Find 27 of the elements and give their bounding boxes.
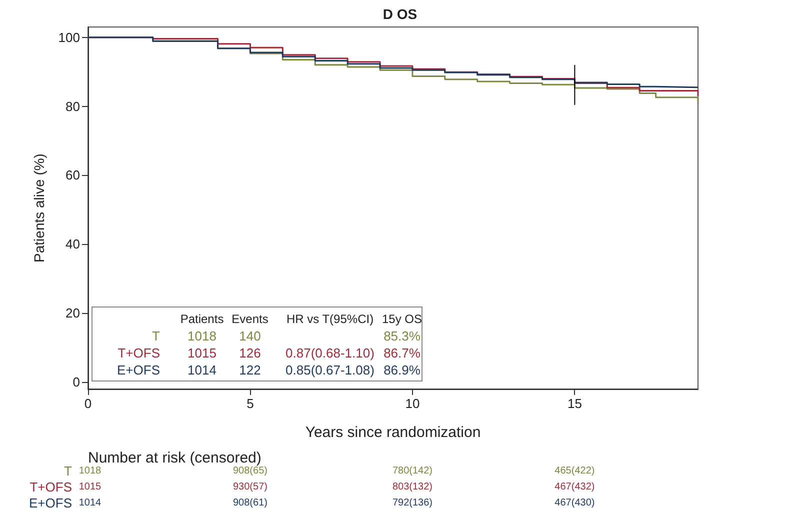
y-tick-label: 60: [66, 168, 80, 183]
y-axis-title: Patients alive (%): [31, 154, 47, 262]
text: T: [152, 328, 160, 344]
y-tick-label: 100: [58, 30, 80, 45]
text: 1015 126 0.87(0.68-1.10) 86.7%: [188, 346, 420, 360]
text: T: [64, 464, 72, 478]
y-tick-label: 20: [66, 306, 80, 321]
text: Number at risk (censored): [88, 450, 262, 466]
x-tick-label: 5: [246, 396, 254, 411]
y-tick-label: 40: [66, 236, 80, 252]
text: E+OFS: [29, 496, 72, 510]
text: 1018 140 85.3%: [188, 328, 420, 344]
text: 1014 122 0.85(0.67-1.08) 86.9%: [188, 362, 420, 378]
x-tick-label: 15: [567, 396, 582, 411]
text: 1014 908(61) 792(136) 467(430): [78, 498, 595, 508]
text: E+OFS: [117, 362, 160, 378]
text: T+OFS: [30, 480, 72, 494]
chart-title: D OS: [382, 6, 418, 22]
x-axis-title: Years since randomization: [305, 424, 481, 441]
text: 1018 908(65) 780(142) 465(422): [78, 466, 595, 476]
text: Patients Events HR vs T(95%CI) 15y OS: [180, 312, 422, 326]
text: T+OFS: [118, 346, 160, 360]
text: 1015 930(57) 803(132) 467(432): [78, 482, 595, 492]
y-tick-label: 80: [66, 98, 80, 114]
x-tick-label: 10: [405, 396, 420, 411]
x-tick-label: 0: [84, 396, 92, 411]
y-tick-label: 0: [72, 374, 80, 390]
